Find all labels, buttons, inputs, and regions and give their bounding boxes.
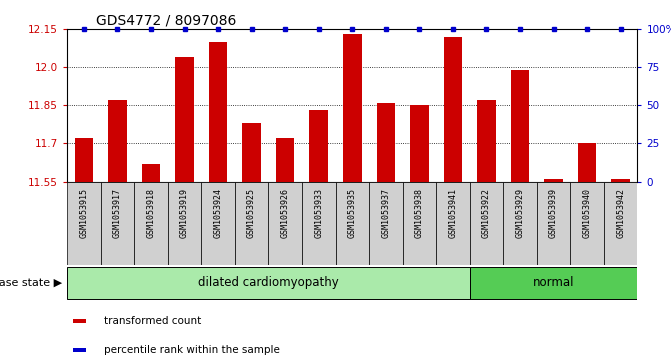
Bar <box>369 182 403 265</box>
Text: GSM1053937: GSM1053937 <box>381 188 391 238</box>
Bar <box>67 267 470 299</box>
Bar <box>235 182 268 265</box>
Bar <box>511 70 529 182</box>
Bar <box>73 319 87 323</box>
Bar <box>175 57 194 182</box>
Text: GSM1053935: GSM1053935 <box>348 188 357 238</box>
Bar <box>201 182 235 265</box>
Bar <box>604 182 637 265</box>
Bar <box>108 100 127 182</box>
Text: GSM1053915: GSM1053915 <box>79 188 89 238</box>
Bar <box>470 267 637 299</box>
Bar <box>302 182 336 265</box>
Bar <box>343 34 362 182</box>
Bar <box>436 182 470 265</box>
Bar <box>242 123 261 182</box>
Bar <box>67 182 101 265</box>
Text: GSM1053925: GSM1053925 <box>247 188 256 238</box>
Text: GSM1053918: GSM1053918 <box>146 188 156 238</box>
Bar <box>168 182 201 265</box>
Bar <box>470 182 503 265</box>
Text: dilated cardiomyopathy: dilated cardiomyopathy <box>198 276 339 289</box>
Bar <box>477 100 496 182</box>
Bar <box>444 37 462 182</box>
Text: GSM1053942: GSM1053942 <box>616 188 625 238</box>
Text: GSM1053924: GSM1053924 <box>213 188 223 238</box>
Bar <box>410 105 429 182</box>
Text: GSM1053941: GSM1053941 <box>448 188 458 238</box>
Bar <box>101 182 134 265</box>
Text: transformed count: transformed count <box>104 316 201 326</box>
Bar <box>142 164 160 182</box>
Text: GSM1053938: GSM1053938 <box>415 188 424 238</box>
Bar <box>544 179 563 182</box>
Text: GSM1053926: GSM1053926 <box>280 188 290 238</box>
Bar <box>74 138 93 182</box>
Text: GSM1053940: GSM1053940 <box>582 188 592 238</box>
Bar <box>578 143 597 182</box>
Text: GSM1053933: GSM1053933 <box>314 188 323 238</box>
Text: disease state ▶: disease state ▶ <box>0 277 62 287</box>
Bar <box>403 182 436 265</box>
Text: normal: normal <box>533 276 574 289</box>
Bar <box>611 179 630 182</box>
Bar <box>309 110 328 182</box>
Bar <box>336 182 369 265</box>
Text: GSM1053929: GSM1053929 <box>515 188 525 238</box>
Bar <box>503 182 537 265</box>
Bar <box>134 182 168 265</box>
Text: GSM1053917: GSM1053917 <box>113 188 122 238</box>
Bar <box>276 138 295 182</box>
Bar <box>268 182 302 265</box>
Bar <box>376 103 395 182</box>
Text: GSM1053939: GSM1053939 <box>549 188 558 238</box>
Bar <box>73 348 87 352</box>
Text: percentile rank within the sample: percentile rank within the sample <box>104 345 280 355</box>
Bar <box>570 182 604 265</box>
Bar <box>537 182 570 265</box>
Bar <box>209 42 227 182</box>
Text: GSM1053919: GSM1053919 <box>180 188 189 238</box>
Text: GDS4772 / 8097086: GDS4772 / 8097086 <box>96 14 236 28</box>
Text: GSM1053922: GSM1053922 <box>482 188 491 238</box>
